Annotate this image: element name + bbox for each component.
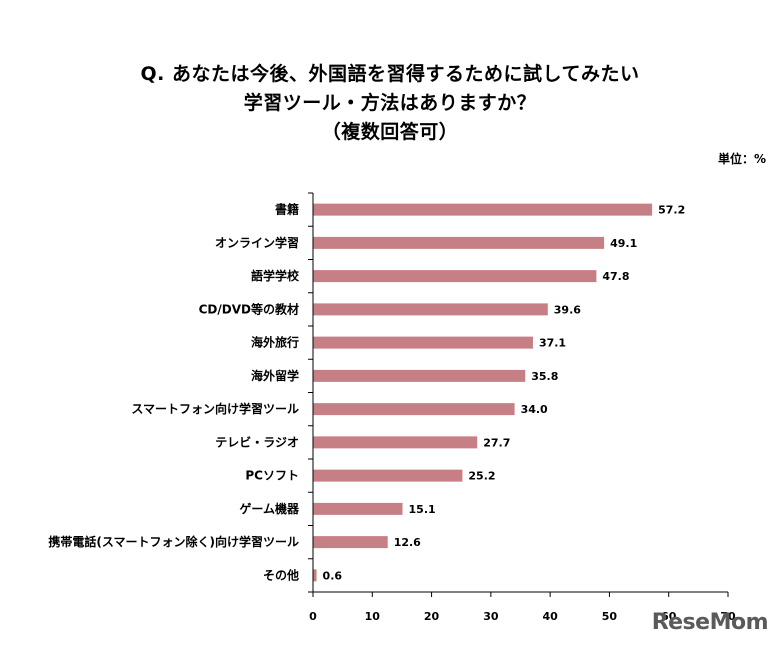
x-tick-label: 40 — [542, 610, 558, 623]
x-tick-label: 60 — [661, 610, 677, 623]
unit-label: 単位：% — [717, 152, 766, 166]
data-label: 57.2 — [658, 204, 685, 217]
chart-title-line-1: Q. あなたは今後、外国語を習得するために試してみたい — [140, 63, 640, 85]
category-label: テレビ・ラジオ — [215, 434, 299, 449]
data-label: 35.8 — [531, 370, 558, 383]
chart-title: Q. あなたは今後、外国語を習得するために試してみたい 学習ツール・方法はありま… — [0, 60, 780, 147]
category-label: スマートフォン向け学習ツール — [131, 401, 299, 416]
watermark-logo: ReseMom — [651, 610, 769, 635]
data-label: 39.6 — [554, 303, 581, 316]
category-label: PCソフト — [245, 469, 299, 483]
data-label: 25.2 — [468, 470, 495, 483]
x-tick-label: 0 — [309, 610, 317, 623]
category-label: 語学学校 — [251, 268, 300, 283]
category-label: 海外旅行 — [251, 335, 299, 350]
x-tick-label: 50 — [602, 610, 618, 623]
x-tick-label: 30 — [483, 610, 499, 623]
data-label: 0.6 — [323, 569, 343, 582]
category-label: 海外留学 — [251, 368, 299, 383]
data-label: 49.1 — [610, 237, 637, 250]
bar — [313, 203, 653, 216]
data-label: 47.8 — [602, 270, 629, 283]
category-label: ゲーム機器 — [239, 501, 300, 516]
category-label: オンライン学習 — [215, 235, 299, 250]
bar — [313, 436, 478, 449]
bar — [313, 403, 515, 416]
bar — [313, 303, 548, 316]
bar — [313, 369, 526, 382]
data-label: 34.0 — [521, 403, 548, 416]
category-label: 携帯電話(スマートフォン除く)向け学習ツール — [48, 534, 299, 549]
data-label: 37.1 — [539, 337, 566, 350]
bar — [313, 336, 533, 349]
x-tick-label: 10 — [365, 610, 381, 623]
category-label: その他 — [263, 567, 299, 582]
category-label: 書籍 — [275, 202, 299, 217]
bar — [313, 270, 597, 283]
bar — [313, 502, 403, 515]
category-label: CD/DVD等の教材 — [199, 301, 299, 316]
bar — [313, 469, 463, 482]
bar — [313, 536, 388, 549]
data-label: 12.6 — [394, 536, 421, 549]
chart-title-line-3: （複数回答可） — [321, 121, 459, 143]
x-tick-label: 20 — [424, 610, 440, 623]
x-tick-label: 70 — [720, 610, 736, 623]
data-label: 15.1 — [409, 503, 436, 516]
data-label: 27.7 — [483, 436, 510, 449]
bar — [313, 569, 317, 582]
chart-title-line-2: 学習ツール・方法はありますか？ — [243, 92, 537, 114]
bar — [313, 236, 605, 249]
